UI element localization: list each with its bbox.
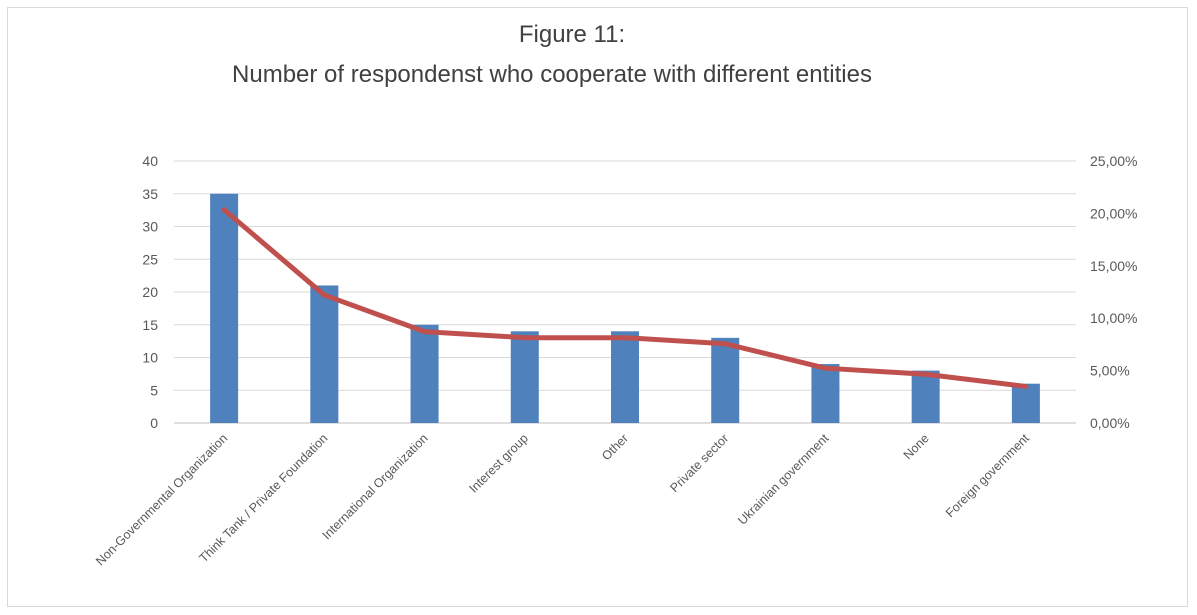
percent-line-series (221, 207, 1029, 389)
category-label: None (901, 431, 932, 462)
percent-line (221, 207, 1029, 389)
bar (410, 324, 439, 423)
right-tick-label: 25,00% (1090, 153, 1137, 169)
chart-title: Figure 11: (519, 21, 625, 48)
left-tick-label: 35 (142, 186, 158, 202)
left-tick-label: 25 (142, 251, 158, 267)
category-label: International Organization (320, 431, 431, 542)
right-tick-label: 0,00% (1090, 415, 1130, 431)
bar (510, 331, 539, 423)
left-tick-label: 15 (142, 317, 158, 333)
category-label: Foreign government (943, 431, 1032, 520)
category-label: Ukrainian government (735, 431, 832, 528)
bar-series (210, 193, 1040, 423)
right-tick-label: 5,00% (1090, 363, 1130, 379)
bar (210, 193, 239, 423)
category-label: Other (599, 431, 631, 463)
right-tick-label: 10,00% (1090, 310, 1137, 326)
left-tick-label: 5 (150, 382, 158, 398)
bar (911, 370, 940, 423)
right-tick-label: 15,00% (1090, 258, 1137, 274)
category-label: Private sector (667, 431, 731, 495)
bar (611, 331, 639, 423)
left-tick-label: 20 (142, 284, 158, 300)
right-axis: 0,00% 5,00% 10,00% 15,00% 20,00% 25,00% (1090, 153, 1137, 431)
bar (310, 285, 339, 423)
bar (1011, 383, 1040, 423)
category-label: Interest group (466, 431, 530, 495)
left-axis: 0 5 10 15 20 25 30 35 40 (142, 153, 158, 431)
right-tick-label: 20,00% (1090, 205, 1137, 221)
left-tick-label: 0 (150, 415, 158, 431)
left-tick-label: 40 (142, 153, 158, 169)
left-tick-label: 30 (142, 219, 158, 235)
bar (811, 364, 840, 423)
chart-frame (7, 7, 1188, 607)
left-tick-label: 10 (142, 350, 158, 366)
bar (711, 337, 740, 423)
chart-subtitle: Number of respondenst who cooperate with… (232, 61, 872, 88)
